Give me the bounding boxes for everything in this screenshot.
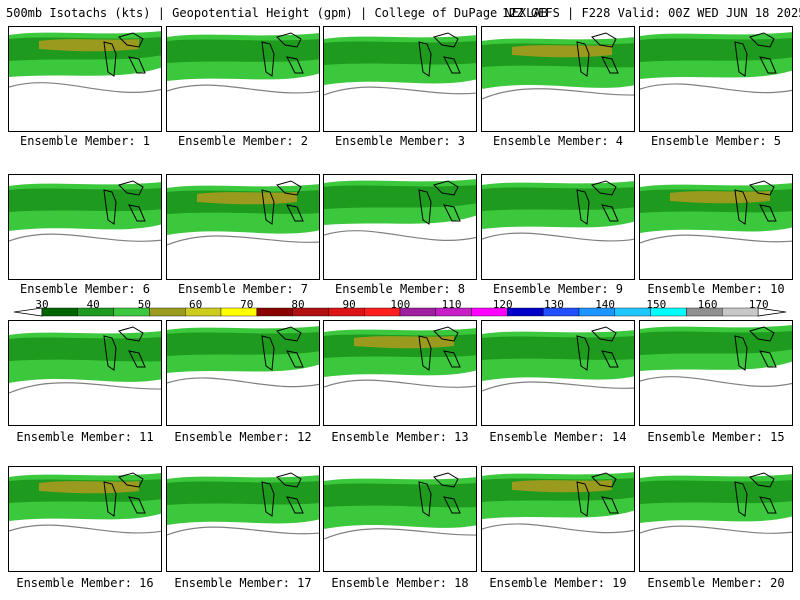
wind-map xyxy=(324,32,476,96)
scale-tick-label: 80 xyxy=(291,298,305,311)
ensemble-map-panel xyxy=(166,466,320,572)
wind-map xyxy=(482,326,634,392)
ensemble-map-panel xyxy=(8,174,162,280)
ensemble-map-panel xyxy=(323,26,477,132)
ensemble-map-panel xyxy=(166,320,320,426)
wind-map xyxy=(482,32,634,100)
ensemble-member-label: Ensemble Member: 3 xyxy=(334,134,466,148)
ensemble-member-label: Ensemble Member: 8 xyxy=(334,282,466,296)
color-scale-bar xyxy=(0,298,800,318)
ensemble-member-label: Ensemble Member: 4 xyxy=(492,134,624,148)
wind-map xyxy=(9,31,161,93)
ensemble-map-panel xyxy=(323,320,477,426)
wind-map xyxy=(167,472,319,536)
ensemble-member-label: Ensemble Member: 13 xyxy=(331,430,469,444)
wind-map xyxy=(324,472,476,540)
scale-tick-label: 120 xyxy=(492,298,513,311)
scale-tick-label: 50 xyxy=(137,298,151,311)
wind-map xyxy=(640,32,792,94)
ensemble-map-panel xyxy=(639,174,793,280)
ensemble-map-panel xyxy=(8,26,162,132)
scale-tick-label: 130 xyxy=(544,298,564,311)
scale-tick-label: 90 xyxy=(342,298,356,311)
ensemble-map-panel xyxy=(8,466,162,572)
ensemble-map-panel xyxy=(8,320,162,426)
header-title: 500mb Isotachs (kts) | Geopotential Heig… xyxy=(6,6,548,20)
ensemble-map-panel xyxy=(323,466,477,572)
ensemble-member-label: Ensemble Member: 20 xyxy=(647,576,785,590)
scale-tick-label: 60 xyxy=(188,298,203,311)
ensemble-member-label: Ensemble Member: 17 xyxy=(174,576,312,590)
ensemble-member-label: Ensemble Member: 11 xyxy=(16,430,154,444)
ensemble-map-panel xyxy=(166,174,320,280)
ensemble-member-label: Ensemble Member: 10 xyxy=(647,282,785,296)
wind-map xyxy=(324,326,476,388)
wind-map xyxy=(324,179,476,241)
ensemble-member-label: Ensemble Member: 12 xyxy=(174,430,312,444)
wind-map xyxy=(9,180,161,242)
ensemble-member-label: Ensemble Member: 14 xyxy=(489,430,627,444)
wind-map xyxy=(9,472,161,534)
ensemble-member-label: Ensemble Member: 18 xyxy=(331,576,469,590)
scale-tick-label: 110 xyxy=(441,298,462,311)
ensemble-map-panel xyxy=(639,26,793,132)
ensemble-map-panel xyxy=(166,26,320,132)
ensemble-map-panel xyxy=(323,174,477,280)
ensemble-map-panel xyxy=(639,320,793,426)
ensemble-map-panel xyxy=(481,26,635,132)
ensemble-map-panel xyxy=(481,466,635,572)
wind-map xyxy=(9,326,161,394)
ensemble-member-label: Ensemble Member: 16 xyxy=(16,576,154,590)
wind-map xyxy=(640,325,792,387)
header-valid-time: 12Z GEFS | F228 Valid: 00Z WED JUN 18 20… xyxy=(502,6,800,20)
ensemble-member-label: Ensemble Member: 6 xyxy=(19,282,151,296)
ensemble-member-label: Ensemble Member: 15 xyxy=(647,430,785,444)
ensemble-map-panel xyxy=(639,466,793,572)
scale-tick-label: 40 xyxy=(86,298,100,311)
ensemble-member-label: Ensemble Member: 1 xyxy=(19,134,151,148)
wind-map xyxy=(640,180,792,244)
ensemble-member-label: Ensemble Member: 9 xyxy=(492,282,624,296)
ensemble-map-panel xyxy=(481,320,635,426)
ensemble-map-panel xyxy=(481,174,635,280)
scale-tick-label: 100 xyxy=(390,298,411,311)
scale-tick-label: 140 xyxy=(595,298,616,311)
wind-map xyxy=(167,32,319,94)
scale-tick-label: 160 xyxy=(697,298,718,311)
ensemble-member-label: Ensemble Member: 19 xyxy=(489,576,627,590)
scale-tick-label: 70 xyxy=(240,298,254,311)
wind-map xyxy=(640,472,792,534)
ensemble-member-label: Ensemble Member: 7 xyxy=(177,282,309,296)
scale-tick-label: 30 xyxy=(35,298,49,311)
wind-map xyxy=(167,180,319,246)
scale-tick-label: 150 xyxy=(646,298,667,311)
wind-map xyxy=(482,180,634,242)
scale-swatch xyxy=(722,307,759,317)
wind-map xyxy=(482,472,634,534)
ensemble-member-label: Ensemble Member: 2 xyxy=(177,134,309,148)
scale-tick-label: 170 xyxy=(748,298,769,311)
wind-map xyxy=(167,326,319,388)
ensemble-member-label: Ensemble Member: 5 xyxy=(650,134,782,148)
